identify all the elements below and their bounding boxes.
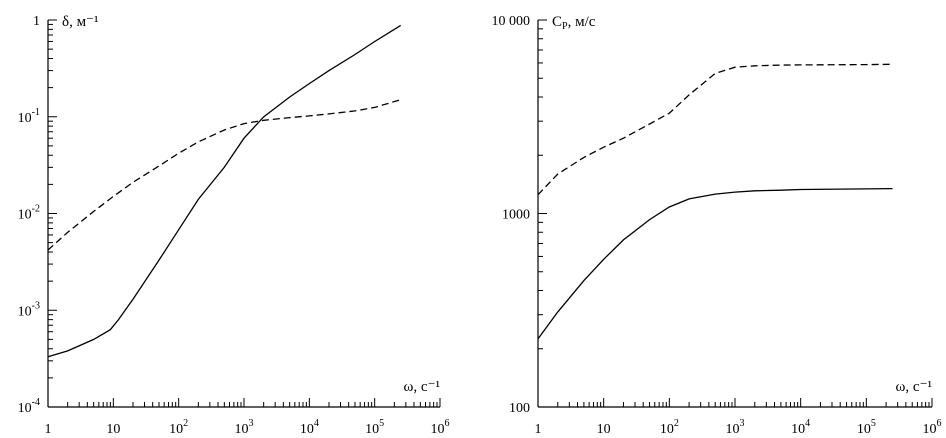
y-tick-base: 10 000 [492, 14, 531, 29]
y-tick-base: 10 [18, 401, 32, 416]
x-tick-label: 106 [923, 418, 942, 437]
x-tick-label: 102 [660, 418, 679, 437]
x-tick-base: 10 [431, 422, 445, 437]
x-tick-exponent: 2 [674, 418, 679, 429]
y-tick-label: 100 [509, 401, 530, 416]
x-tick-base: 10 [597, 422, 611, 437]
dashed-series-line [537, 63, 893, 196]
y-tick-label: 10-1 [18, 107, 40, 126]
x-tick-exponent: 4 [805, 418, 810, 429]
y-tick-exponent: -1 [32, 107, 40, 118]
y-tick-base: 1 [33, 14, 40, 29]
solid-series-line [47, 24, 402, 358]
x-tick-exponent: 6 [937, 418, 942, 429]
x-tick-base: 10 [365, 422, 379, 437]
x-tick-exponent: 5 [379, 418, 384, 429]
x-tick-exponent: 5 [871, 418, 876, 429]
x-tick-base: 1 [45, 422, 52, 437]
x-tick-base: 10 [169, 422, 183, 437]
x-tick-label: 104 [300, 418, 319, 437]
y-tick-base: 10 [18, 304, 32, 319]
y-tick-exponent: -4 [32, 397, 40, 408]
y-tick-label: 10-3 [18, 300, 40, 319]
x-tick-exponent: 3 [249, 418, 254, 429]
x-tick-base: 10 [923, 422, 937, 437]
y-tick-label: 10-2 [18, 204, 40, 223]
x-tick-label: 103 [235, 418, 254, 437]
x-tick-label: 10 [597, 422, 611, 437]
dashed-series-line [47, 99, 401, 251]
y-tick-base: 100 [509, 401, 530, 416]
y-tick-label: 1000 [502, 208, 530, 223]
x-tick-exponent: 3 [740, 418, 745, 429]
y-tick-base: 1000 [502, 208, 530, 223]
y-tick-label: 10-4 [18, 397, 40, 416]
y-tick-label: 1 [33, 14, 40, 29]
x-tick-base: 10 [791, 422, 805, 437]
x-tick-base: 1 [535, 422, 542, 437]
y-tick-base: 10 [18, 208, 32, 223]
x-tick-label: 106 [431, 418, 450, 437]
x-tick-base: 10 [660, 422, 674, 437]
x-tick-base: 10 [106, 422, 120, 437]
x-tick-exponent: 6 [445, 418, 450, 429]
x-axis-title: ω, с⁻¹ [404, 379, 440, 395]
y-tick-exponent: -2 [32, 204, 40, 215]
x-axis-title: ω, с⁻¹ [896, 379, 932, 395]
x-tick-label: 105 [365, 418, 384, 437]
x-tick-base: 10 [300, 422, 314, 437]
solid-series-line [537, 187, 893, 340]
y-tick-exponent: -3 [32, 300, 40, 311]
x-tick-label: 1 [45, 422, 52, 437]
x-tick-exponent: 2 [183, 418, 188, 429]
x-tick-label: 103 [726, 418, 745, 437]
y-axis-title: CP, м/с [552, 14, 596, 32]
y-tick-base: 10 [18, 111, 32, 126]
x-tick-base: 10 [726, 422, 740, 437]
x-tick-base: 10 [235, 422, 249, 437]
y-axis-title: δ, м⁻¹ [62, 14, 98, 30]
x-tick-label: 104 [791, 418, 810, 437]
x-tick-base: 10 [857, 422, 871, 437]
x-tick-label: 102 [169, 418, 188, 437]
x-tick-label: 105 [857, 418, 876, 437]
y-tick-label: 10 000 [492, 14, 531, 29]
x-tick-label: 10 [106, 422, 120, 437]
x-tick-label: 1 [535, 422, 542, 437]
x-tick-exponent: 4 [314, 418, 319, 429]
